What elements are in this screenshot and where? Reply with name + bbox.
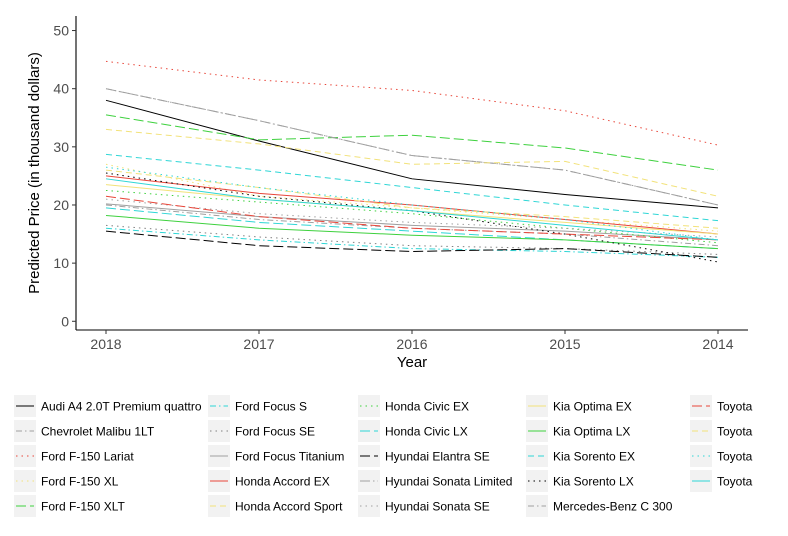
axes: 0 10 20 30 40 50 2018 2017 2016 2015 2014 Year Predi… [26, 16, 748, 371]
legend-label: Toyota [717, 475, 753, 489]
series-line-14-hyundai-sonata-limited [105, 88, 719, 206]
x-axis-title: Year [397, 354, 427, 371]
legend-label: Ford Focus Titanium [235, 450, 344, 464]
legend-key-box [208, 420, 230, 442]
legend-key-box [358, 495, 380, 517]
x-tick-label: 2015 [549, 336, 580, 352]
series-line-22-toyota [105, 128, 719, 197]
legend-label: Hyundai Elantra SE [385, 450, 490, 464]
x-tick-label: 2017 [243, 336, 274, 352]
series-line-16-kia-optima-ex [105, 184, 719, 235]
legend-key-box [14, 470, 36, 492]
legend-label: Audi A4 2.0T Premium quattro [41, 400, 202, 414]
legend-label: Kia Sorento EX [553, 450, 635, 464]
legend-label: Hyundai Sonata SE [385, 500, 490, 514]
legend-item-17-kia-optima-lx: Kia Optima LX [526, 420, 630, 442]
legend-label: Hyundai Sonata Limited [385, 475, 512, 489]
legend-label: Ford Focus SE [235, 425, 315, 439]
legend-item-14-hyundai-sonata-limited: Hyundai Sonata Limited [358, 470, 512, 492]
legend-item-5-ford-f-150-xlt: Ford F-150 XLT [14, 495, 125, 517]
legend-key-box [690, 420, 712, 442]
legend-key-box [526, 445, 548, 467]
legend-label: Ford F-150 Lariat [41, 450, 134, 464]
series-line-23-toyota [105, 166, 719, 241]
legend-item-4-ford-f-150-xl: Ford F-150 XL [14, 470, 119, 492]
legend-item-1-audi-a4-2-0t-premium-quattro: Audi A4 2.0T Premium quattro [14, 395, 202, 417]
series-line-10-honda-accord-sport [105, 169, 719, 229]
legend-item-7-ford-focus-se: Ford Focus SE [208, 420, 315, 442]
legend-item-20-mercedes-benz-c-300: Mercedes-Benz C 300 [526, 495, 673, 517]
legend-key-box [690, 445, 712, 467]
legend-label: Ford Focus S [235, 400, 307, 414]
legend-label: Mercedes-Benz C 300 [553, 500, 673, 514]
legend-key-box [14, 445, 36, 467]
legend-item-16-kia-optima-ex: Kia Optima EX [526, 395, 632, 417]
series-line-13-hyundai-elantra-se [105, 230, 719, 258]
legend-item-10-honda-accord-sport: Honda Accord Sport [208, 495, 343, 517]
legend-key-box [208, 495, 230, 517]
series-line-8-ford-focus-titanium [105, 203, 719, 241]
legend-label: Toyota [717, 450, 753, 464]
legend-label: Honda Accord Sport [235, 500, 343, 514]
legend-label: Ford F-150 XL [41, 475, 119, 489]
series-line-21-toyota [105, 195, 719, 241]
legend-item-11-honda-civic-ex: Honda Civic EX [358, 395, 469, 417]
legend-item-18-kia-sorento-ex: Kia Sorento EX [526, 445, 635, 467]
legend-item-22-toyota: Toyota [690, 420, 753, 442]
series-line-3-ford-f-150-lariat [105, 60, 719, 146]
y-tick-label: 0 [61, 313, 69, 329]
series-line-1-audi-a4-2-0t-premium-quattro [105, 99, 719, 209]
legend-item-8-ford-focus-titanium: Ford Focus Titanium [208, 445, 344, 467]
series-line-17-kia-optima-lx [105, 214, 719, 250]
legend-item-21-toyota: Toyota [690, 395, 753, 417]
legend-item-6-ford-focus-s: Ford Focus S [208, 395, 307, 417]
legend-item-19-kia-sorento-lx: Kia Sorento LX [526, 470, 634, 492]
y-tick-label: 10 [53, 255, 69, 271]
legend-item-24-toyota: Toyota [690, 470, 753, 492]
legend-item-23-toyota: Toyota [690, 445, 753, 467]
legend-label: Kia Optima LX [553, 425, 630, 439]
series-line-20-mercedes-benz-c-300 [105, 88, 719, 206]
legend-label: Toyota [717, 425, 753, 439]
y-axis-title: Predicted Price (in thousand dollars) [26, 52, 43, 294]
legend-label: Kia Optima EX [553, 400, 632, 414]
series-line-5-ford-f-150-xlt [105, 114, 719, 171]
series-line-18-kia-sorento-ex [105, 153, 719, 222]
y-tick-label: 30 [53, 139, 69, 155]
legend-item-12-honda-civic-lx: Honda Civic LX [358, 420, 468, 442]
legend: Audi A4 2.0T Premium quattro Chevrolet Ma… [14, 395, 753, 517]
y-tick-label: 20 [53, 197, 69, 213]
legend-label: Honda Civic LX [385, 425, 468, 439]
x-tick-label: 2014 [702, 336, 733, 352]
series-lines [105, 60, 719, 263]
legend-label: Toyota [717, 400, 753, 414]
series-line-6-ford-focus-s [105, 227, 719, 258]
legend-label: Chevrolet Malibu 1LT [41, 425, 155, 439]
legend-key-box [526, 470, 548, 492]
legend-item-2-chevrolet-malibu-1lt: Chevrolet Malibu 1LT [14, 420, 155, 442]
legend-item-13-hyundai-elantra-se: Hyundai Elantra SE [358, 445, 490, 467]
legend-label: Honda Civic EX [385, 400, 469, 414]
legend-item-3-ford-f-150-lariat: Ford F-150 Lariat [14, 445, 134, 467]
series-line-24-toyota [105, 178, 719, 241]
legend-label: Kia Sorento LX [553, 475, 634, 489]
series-line-2-chevrolet-malibu-1lt [105, 204, 719, 247]
legend-item-9-honda-accord-ex: Honda Accord EX [208, 470, 330, 492]
y-tick-label: 40 [53, 81, 69, 97]
legend-key-box [358, 395, 380, 417]
legend-label: Honda Accord EX [235, 475, 330, 489]
legend-item-15-hyundai-sonata-se: Hyundai Sonata SE [358, 495, 490, 517]
y-tick-label: 50 [53, 23, 69, 39]
series-line-11-honda-civic-ex [105, 189, 719, 244]
legend-label: Ford F-150 XLT [41, 500, 125, 514]
x-tick-label: 2018 [90, 336, 121, 352]
x-tick-label: 2016 [396, 336, 427, 352]
